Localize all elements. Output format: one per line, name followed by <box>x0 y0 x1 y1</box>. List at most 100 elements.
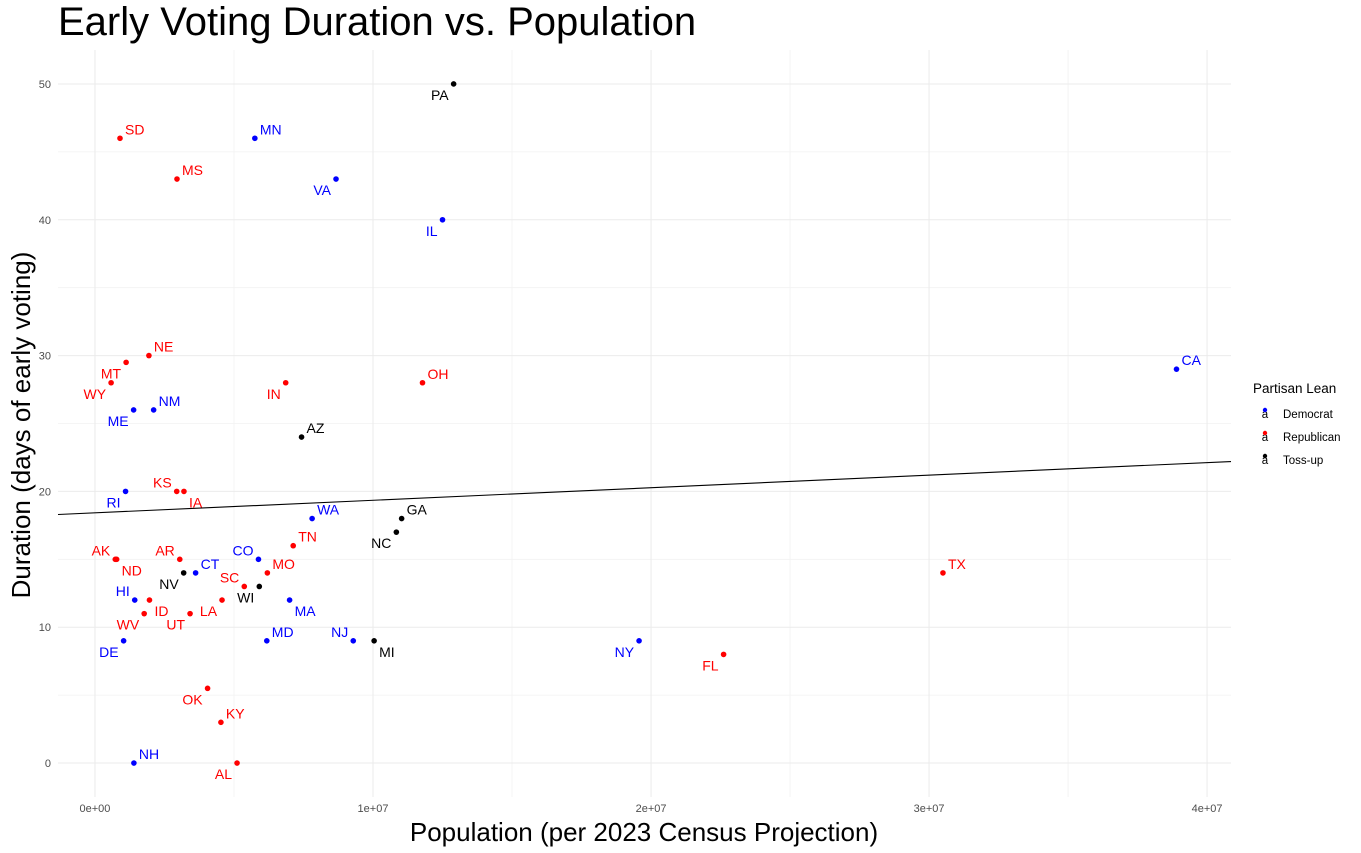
point-label-ma: MA <box>295 603 317 619</box>
data-point-ok <box>204 685 211 692</box>
point-label-nc: NC <box>371 535 391 551</box>
x-tick-label: 4e+07 <box>1192 803 1223 815</box>
data-point-de <box>120 638 127 644</box>
point-labels-group: PA SD MN MS VA IL NE MT WY IN OH CA ME NM AZ RI KS IA WA GA… <box>84 87 1202 782</box>
regression-line <box>57 460 1232 516</box>
point-label-nv: NV <box>159 576 179 592</box>
point-label-il: IL <box>426 223 438 239</box>
point-label-mi: MI <box>379 644 395 660</box>
legend-dot-toss-up <box>1262 453 1268 459</box>
point-label-hi: HI <box>116 583 130 599</box>
point-label-al: AL <box>215 766 232 782</box>
data-point-ct <box>192 570 199 576</box>
data-point-wa <box>309 515 315 522</box>
data-point-al <box>234 760 240 766</box>
point-label-wi: WI <box>237 589 254 605</box>
point-label-nm: NM <box>159 393 181 409</box>
point-label-ny: NY <box>615 644 635 660</box>
data-point-mi <box>371 638 377 644</box>
point-label-mo: MO <box>272 556 295 572</box>
x-tick-labels: 0e+00 1e+07 2e+07 3e+07 4e+07 <box>80 803 1223 815</box>
point-label-ok: OK <box>182 691 203 707</box>
y-tick-labels: 0 10 20 30 40 50 <box>39 79 51 770</box>
legend-label-democrat: Democrat <box>1283 409 1334 421</box>
data-point-me <box>130 407 137 413</box>
data-point-mt <box>123 359 129 366</box>
point-label-ca: CA <box>1182 352 1202 368</box>
data-point-nv <box>180 570 187 576</box>
point-label-tn: TN <box>298 529 317 545</box>
point-label-ak: AK <box>92 542 111 558</box>
data-point-ca <box>1173 366 1180 372</box>
data-point-tx <box>940 570 946 576</box>
y-tick-label: 20 <box>39 486 51 498</box>
point-label-wy: WY <box>84 386 107 402</box>
data-point-pa <box>450 81 457 87</box>
point-label-de: DE <box>99 644 118 660</box>
data-point-md <box>263 638 270 644</box>
point-label-id: ID <box>154 603 168 619</box>
point-label-wa: WA <box>317 502 340 518</box>
data-point-ms <box>174 176 180 182</box>
data-point-co <box>255 556 262 563</box>
data-point-nc <box>393 529 400 535</box>
point-label-nd: ND <box>122 562 142 578</box>
point-label-nh: NH <box>139 746 159 762</box>
point-label-nj: NJ <box>331 624 348 640</box>
data-point-ia <box>181 488 187 495</box>
point-label-ri: RI <box>107 494 121 510</box>
chart-title: Early Voting Duration vs. Population <box>58 0 697 44</box>
legend: Partisan Lean a Democrat a Republican a Toss-… <box>1253 381 1341 467</box>
data-point-il <box>439 216 446 223</box>
point-label-sc: SC <box>220 569 239 585</box>
grid-major <box>58 50 1231 797</box>
point-label-pa: PA <box>431 87 449 103</box>
legend-key-republican: a <box>1262 432 1269 444</box>
data-point-wi <box>256 583 263 590</box>
y-axis-title: Duration (days of early voting) <box>6 252 36 599</box>
points-group <box>108 81 1180 766</box>
point-label-ut: UT <box>166 617 185 633</box>
point-label-ks: KS <box>153 474 172 490</box>
data-point-tn <box>290 542 297 549</box>
legend-key-democrat: a <box>1262 409 1269 421</box>
point-label-ms: MS <box>182 162 203 178</box>
data-point-ri <box>122 488 129 495</box>
point-label-mt: MT <box>101 365 122 381</box>
data-point-az <box>298 434 305 440</box>
point-label-oh: OH <box>427 366 448 382</box>
point-label-la: LA <box>200 603 218 619</box>
point-label-in: IN <box>267 386 281 402</box>
legend-dot-republican <box>1262 430 1268 436</box>
data-point-wy <box>108 379 114 386</box>
data-point-mo <box>264 570 271 576</box>
data-point-la <box>219 597 225 603</box>
y-tick-label: 50 <box>39 79 51 91</box>
legend-label-toss-up: Toss-up <box>1283 455 1323 467</box>
data-point-ma <box>286 597 293 603</box>
data-point-ks <box>173 488 180 495</box>
point-label-sd: SD <box>125 121 144 137</box>
data-point-fl <box>720 651 727 658</box>
point-label-az: AZ <box>307 420 325 436</box>
x-tick-label: 0e+00 <box>80 803 111 815</box>
trend-line-group <box>57 460 1232 516</box>
point-label-mn: MN <box>260 121 282 137</box>
point-label-ga: GA <box>407 502 428 518</box>
data-point-nd <box>113 556 120 563</box>
data-point-nm <box>150 407 157 413</box>
data-point-id <box>146 597 153 603</box>
data-point-nj <box>350 638 357 644</box>
point-label-ne: NE <box>154 339 173 355</box>
point-label-me: ME <box>108 413 129 429</box>
y-tick-label: 40 <box>39 215 51 227</box>
data-point-hi <box>131 597 138 603</box>
x-tick-label: 3e+07 <box>914 803 945 815</box>
legend-label-republican: Republican <box>1283 432 1341 444</box>
data-point-oh <box>419 379 426 386</box>
legend-title: Partisan Lean <box>1253 381 1336 396</box>
point-label-md: MD <box>272 624 294 640</box>
x-axis-title: Population (per 2023 Census Projection) <box>410 817 878 847</box>
data-point-ky <box>218 719 224 726</box>
